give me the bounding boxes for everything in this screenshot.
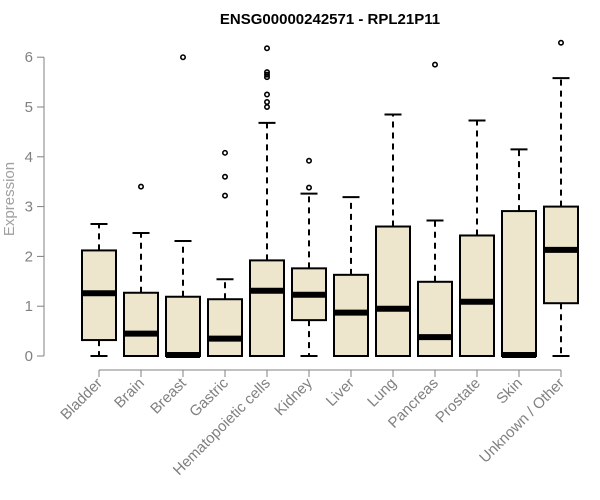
- x-tick-label: Brain: [111, 375, 148, 412]
- x-tick-label: Skin: [493, 375, 526, 408]
- outlier-point: [263, 45, 270, 52]
- box-hematopoietic-cells: [249, 45, 285, 357]
- boxes: [81, 39, 579, 359]
- chart-title: ENSG00000242571 - RPL21P11: [220, 11, 440, 28]
- box-unknown-other: [543, 39, 579, 357]
- y-tick-label: 6: [25, 49, 33, 66]
- outlier-point: [263, 99, 270, 106]
- outlier-point: [263, 69, 270, 76]
- outlier-point: [263, 91, 270, 98]
- y-tick-label: 1: [25, 298, 33, 315]
- outlier-point: [180, 54, 187, 61]
- x-tick-label: Liver: [323, 375, 358, 410]
- y-tick-label: 2: [25, 248, 33, 265]
- y-axis-label: Expression: [1, 162, 18, 236]
- outlier-point: [222, 192, 229, 199]
- box-liver: [333, 196, 369, 357]
- outlier-point: [557, 39, 564, 46]
- box-iqr: [459, 234, 495, 357]
- box-iqr: [501, 210, 537, 357]
- outlier-point: [305, 184, 312, 191]
- box-prostate: [459, 119, 495, 357]
- box-iqr: [123, 291, 159, 357]
- box-iqr: [207, 298, 243, 357]
- box-iqr: [165, 295, 201, 358]
- box-iqr: [543, 205, 579, 305]
- outlier-point: [138, 183, 145, 190]
- box-iqr: [249, 259, 285, 357]
- x-tick-label: Prostate: [432, 375, 484, 427]
- box-iqr: [417, 280, 453, 358]
- box-lung: [375, 113, 411, 357]
- y-axis: 0 1 2 3 4 5 6: [25, 49, 45, 365]
- y-tick-label: 5: [25, 99, 33, 116]
- y-tick-label: 4: [25, 149, 33, 166]
- box-kidney: [291, 157, 327, 357]
- box-bladder: [81, 223, 117, 357]
- box-skin: [501, 148, 537, 359]
- box-brain: [123, 183, 159, 357]
- box-iqr: [375, 225, 411, 357]
- y-tick-label: 3: [25, 199, 33, 216]
- x-tick-label: Lung: [364, 375, 400, 411]
- outlier-point: [222, 173, 229, 180]
- box-gastric: [207, 149, 243, 357]
- outlier-point: [263, 71, 270, 78]
- outlier-point: [305, 157, 312, 164]
- x-tick-label: Kidney: [271, 374, 316, 419]
- box-pancreas: [417, 61, 453, 358]
- outlier-point: [431, 61, 438, 68]
- outlier-point: [222, 149, 229, 156]
- x-tick-label: Breast: [147, 374, 190, 417]
- outlier-point: [263, 104, 270, 111]
- y-tick-label: 0: [25, 348, 33, 365]
- box-breast: [165, 54, 201, 359]
- x-tick-label: Bladder: [57, 375, 106, 424]
